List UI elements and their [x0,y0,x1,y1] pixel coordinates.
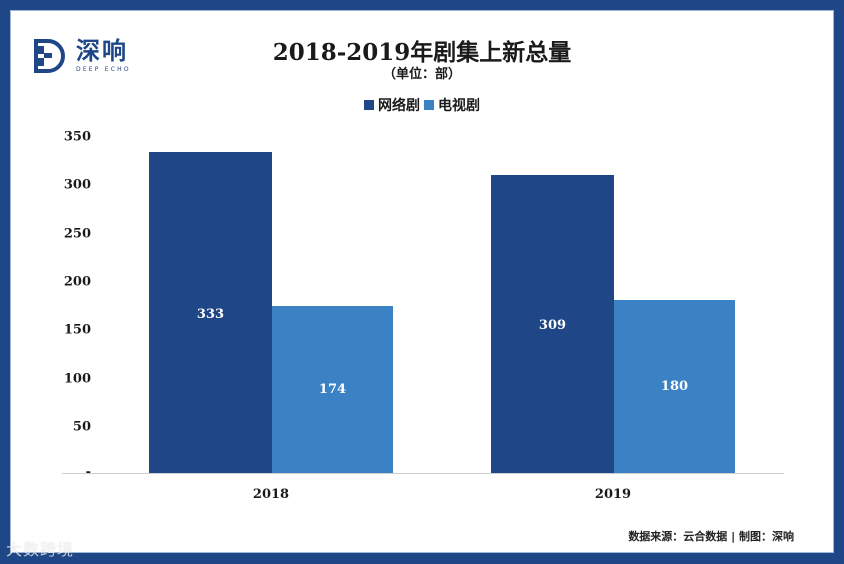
legend-item-web-series: 网络剧 [364,95,420,115]
bar-web-2018: 333 [149,152,272,473]
chart-title: 2018-2019年剧集上新总量 [272,39,572,66]
y-tick-100: 100 [63,371,91,387]
y-tick-250: 250 [63,226,91,242]
brand-name-cn: 深响 [76,37,128,65]
y-tick-300: 300 [63,177,91,193]
legend-label-web: 网络剧 [378,98,420,114]
brand-logo: 深响 DEEP ECHO [34,38,131,74]
y-tick-150: 150 [63,322,91,338]
chart-subtitle: （单位：部） [382,67,461,82]
data-source-note: 数据来源：云合数据 | 制图：深响 [628,530,794,543]
chart-legend: 网络剧 电视剧 [0,95,844,115]
y-tick-200: 200 [63,274,91,290]
watermark: 大数跨境 [6,540,75,559]
x-tick-2018: 2018 [252,487,290,502]
x-axis-line [62,473,784,474]
y-tick-50: 50 [72,419,91,435]
legend-item-tv-series: 电视剧 [424,95,480,115]
bar-tv-2019: 180 [614,300,735,473]
x-tick-2019: 2019 [594,487,632,502]
legend-swatch-tv-icon [424,100,434,110]
legend-swatch-web-icon [364,100,374,110]
bar-label-tv-2019: 180 [660,379,689,394]
bar-label-tv-2018: 174 [318,382,347,397]
bar-label-web-2019: 309 [538,318,567,333]
bar-label-web-2018: 333 [196,307,225,322]
brand-name-en: DEEP ECHO [76,66,131,73]
y-tick-0: - [85,464,91,480]
bar-tv-2018: 174 [272,306,393,473]
y-tick-350: 350 [63,129,91,145]
deep-echo-logo-icon [34,39,65,73]
legend-label-tv: 电视剧 [438,98,480,114]
bar-web-2019: 309 [491,175,614,473]
